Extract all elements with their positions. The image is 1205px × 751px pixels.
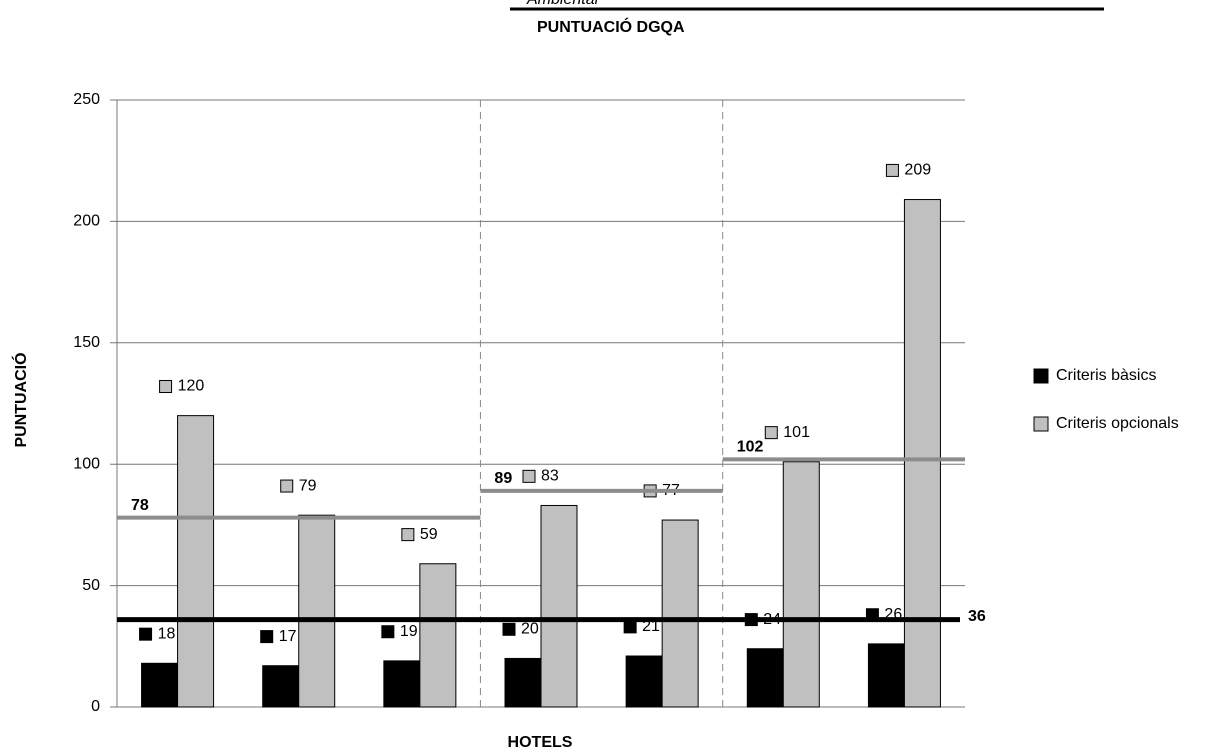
data-label: 20 bbox=[521, 621, 539, 638]
bar bbox=[177, 415, 215, 708]
data-label: 19 bbox=[400, 623, 418, 640]
y-tick-label: 50 bbox=[82, 577, 100, 594]
legend-swatch bbox=[1033, 416, 1049, 432]
data-label: 83 bbox=[541, 468, 559, 485]
bar bbox=[746, 648, 784, 708]
y-tick-label: 100 bbox=[73, 455, 100, 472]
label-marker bbox=[139, 627, 153, 641]
data-label: 59 bbox=[420, 526, 438, 543]
label-marker bbox=[401, 528, 415, 542]
label-marker bbox=[260, 630, 274, 644]
group-average-label: 78 bbox=[131, 497, 149, 514]
label-marker bbox=[159, 380, 173, 394]
data-label: 21 bbox=[642, 618, 660, 635]
y-tick-label: 250 bbox=[73, 91, 100, 108]
bar bbox=[661, 519, 699, 708]
bar bbox=[298, 514, 336, 708]
label-marker bbox=[623, 620, 637, 634]
y-tick-label: 0 bbox=[91, 698, 100, 715]
y-tick-label: 150 bbox=[73, 334, 100, 351]
bar bbox=[867, 643, 905, 708]
bar bbox=[625, 655, 663, 708]
legend-label: Criteris opcionals bbox=[1056, 415, 1179, 432]
data-label: 101 bbox=[783, 424, 810, 441]
chart-title: PUNTUACIÓ DGQA bbox=[537, 17, 685, 36]
legend-swatch bbox=[1033, 368, 1049, 384]
data-label: 120 bbox=[178, 378, 205, 395]
header-subtitle: Ambiental bbox=[526, 0, 599, 8]
label-marker bbox=[885, 163, 899, 177]
bar bbox=[504, 657, 542, 708]
bar bbox=[383, 660, 421, 708]
y-axis-label: PUNTUACIÓ bbox=[11, 352, 30, 447]
threshold-label: 36 bbox=[968, 608, 986, 625]
bar bbox=[782, 461, 820, 708]
bar bbox=[419, 563, 457, 708]
group-average-label: 102 bbox=[737, 439, 764, 456]
label-marker bbox=[522, 469, 536, 483]
label-marker bbox=[381, 625, 395, 639]
label-marker bbox=[280, 479, 294, 493]
label-marker bbox=[764, 426, 778, 440]
bar bbox=[540, 504, 578, 708]
legend-label: Criteris bàsics bbox=[1056, 367, 1156, 384]
data-label: 18 bbox=[158, 625, 176, 642]
data-label: 79 bbox=[299, 477, 317, 494]
label-marker bbox=[502, 622, 516, 636]
data-label: 17 bbox=[279, 628, 297, 645]
y-tick-label: 200 bbox=[73, 213, 100, 230]
bar bbox=[903, 199, 941, 708]
data-label: 209 bbox=[904, 162, 931, 179]
group-average-label: 89 bbox=[494, 470, 512, 487]
bar bbox=[262, 665, 300, 708]
x-axis-label: HOTELS bbox=[508, 734, 573, 751]
bar bbox=[141, 662, 179, 708]
